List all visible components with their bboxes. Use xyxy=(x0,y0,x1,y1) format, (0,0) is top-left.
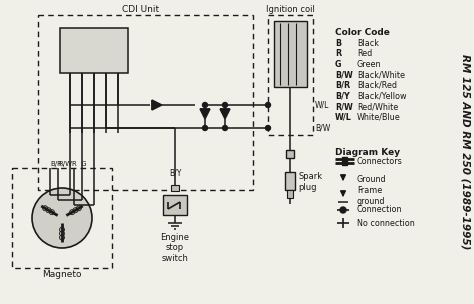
Bar xyxy=(268,15,313,135)
Bar xyxy=(171,185,179,191)
Text: Magneto: Magneto xyxy=(42,270,82,279)
Text: Red: Red xyxy=(357,50,372,58)
Bar xyxy=(342,157,347,165)
Circle shape xyxy=(265,102,271,108)
Text: Connection: Connection xyxy=(357,206,402,215)
Text: Ground: Ground xyxy=(357,174,387,184)
Text: Spark
plug: Spark plug xyxy=(299,172,323,192)
Text: Color Code: Color Code xyxy=(335,28,390,37)
Text: Engine
stop
switch: Engine stop switch xyxy=(161,233,190,263)
Text: R/W: R/W xyxy=(58,161,72,167)
Text: G: G xyxy=(335,60,341,69)
Bar xyxy=(288,190,293,198)
Text: Frame
ground: Frame ground xyxy=(357,186,385,206)
Text: B: B xyxy=(335,39,341,48)
Text: White/Blue: White/Blue xyxy=(357,112,401,122)
Text: B/Y: B/Y xyxy=(335,92,350,101)
Text: R/W: R/W xyxy=(335,102,353,111)
Text: CDI Unit: CDI Unit xyxy=(122,5,159,14)
Bar xyxy=(285,172,295,190)
Circle shape xyxy=(265,126,271,130)
Text: Diagram Key: Diagram Key xyxy=(335,148,400,157)
Text: W/L: W/L xyxy=(315,101,329,109)
Text: Ignition coil: Ignition coil xyxy=(266,5,315,14)
Circle shape xyxy=(70,210,74,215)
Circle shape xyxy=(46,208,51,213)
Text: Black/Red: Black/Red xyxy=(357,81,397,90)
Text: Red/White: Red/White xyxy=(357,102,398,111)
Polygon shape xyxy=(200,109,210,119)
Text: Green: Green xyxy=(357,60,382,69)
Text: No connection: No connection xyxy=(357,219,415,227)
Bar xyxy=(12,168,112,268)
Circle shape xyxy=(49,210,55,215)
Text: B/W: B/W xyxy=(315,123,330,133)
Circle shape xyxy=(60,235,64,240)
Circle shape xyxy=(76,206,82,211)
Circle shape xyxy=(222,102,228,108)
Text: B/R: B/R xyxy=(335,81,350,90)
Bar xyxy=(163,195,187,215)
Text: W/L: W/L xyxy=(335,112,352,122)
Polygon shape xyxy=(220,109,230,119)
Text: Black/White: Black/White xyxy=(357,71,405,80)
Text: B/W: B/W xyxy=(335,71,353,80)
Polygon shape xyxy=(152,100,162,110)
Text: B/R: B/R xyxy=(50,161,62,167)
Circle shape xyxy=(32,188,92,248)
Circle shape xyxy=(202,126,208,130)
Text: Connectors: Connectors xyxy=(357,157,403,165)
Text: Black: Black xyxy=(357,39,379,48)
Circle shape xyxy=(43,206,47,211)
Text: Black/Yellow: Black/Yellow xyxy=(357,92,407,101)
Text: R  G: R G xyxy=(72,161,87,167)
Bar xyxy=(274,21,307,87)
Circle shape xyxy=(73,208,78,213)
Circle shape xyxy=(340,207,346,213)
Circle shape xyxy=(222,126,228,130)
Circle shape xyxy=(60,231,64,236)
Circle shape xyxy=(60,227,64,232)
Bar xyxy=(60,28,128,73)
Circle shape xyxy=(202,102,208,108)
Text: R: R xyxy=(335,50,341,58)
Bar xyxy=(38,15,253,190)
Text: RM 125 AND RM 250 (1989-1995): RM 125 AND RM 250 (1989-1995) xyxy=(461,54,471,250)
Bar xyxy=(286,150,294,158)
Text: B/Y: B/Y xyxy=(169,168,182,177)
